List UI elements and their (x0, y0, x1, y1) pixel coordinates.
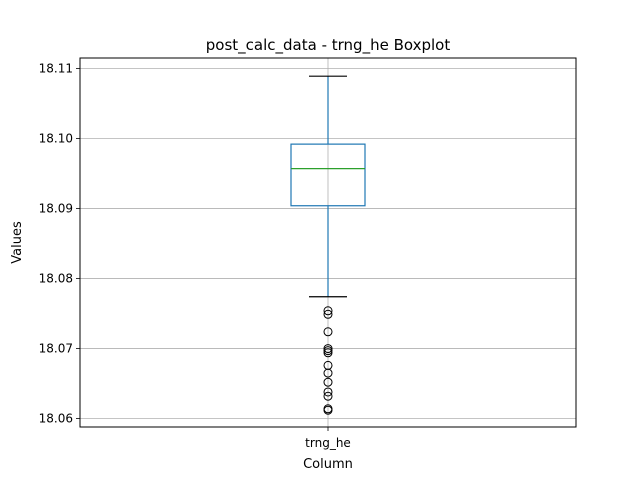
outlier-point (323, 377, 333, 387)
outlier-point (323, 387, 333, 397)
x-axis-label: Column (303, 457, 353, 472)
iqr-box (290, 143, 366, 207)
outlier-point (323, 405, 333, 415)
y-tick-label: 18.11 (39, 62, 73, 76)
y-tick-label: 18.10 (39, 132, 73, 146)
y-tick-label: 18.08 (39, 272, 73, 286)
outlier-point (323, 348, 333, 358)
outlier-point (323, 391, 333, 401)
y-tick-label: 18.09 (39, 202, 73, 216)
y-tick-label: 18.06 (39, 412, 73, 426)
outlier-point (323, 344, 333, 354)
chart-title: post_calc_data - trng_he Boxplot (206, 36, 451, 55)
x-tick-label: trng_he (305, 436, 351, 450)
outlier-point (323, 368, 333, 378)
outlier-point (323, 327, 333, 337)
outlier-point (323, 309, 333, 319)
outlier-point (323, 346, 333, 356)
axis-ticks: 18.06 18.07 18.08 18.09 18.10 18.11 trng_he (39, 62, 351, 450)
outlier-point (323, 306, 333, 316)
box-group (290, 75, 366, 415)
y-axis-label: Values (10, 221, 25, 264)
y-tick-label: 18.07 (39, 342, 73, 356)
